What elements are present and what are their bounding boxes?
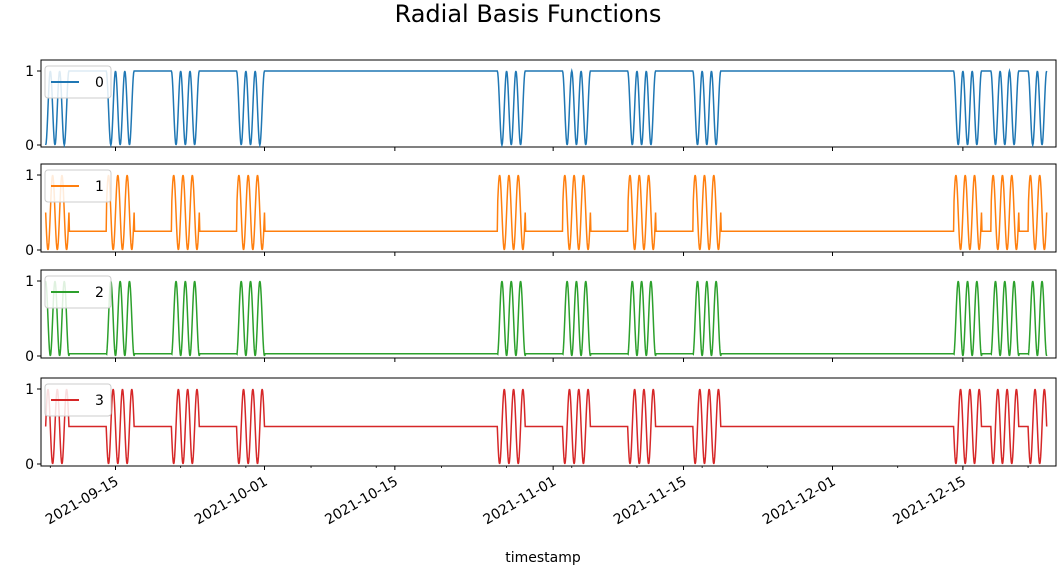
series-line-2 <box>44 280 1048 357</box>
subplot-0: 0 1 0 <box>25 59 1057 154</box>
legend-label: 2 <box>95 285 104 301</box>
series-line-0 <box>44 68 1048 148</box>
legend-label: 1 <box>95 179 104 195</box>
y-tick-label: 0 <box>25 243 34 259</box>
legend-2: 2 <box>44 275 112 309</box>
chart-title: Radial Basis Functions <box>395 0 662 28</box>
subplot-frame <box>40 377 1057 467</box>
y-tick-label: 1 <box>25 382 34 398</box>
subplot-2: 0 1 2 <box>25 269 1057 365</box>
series-line-1 <box>44 174 1048 251</box>
subplot-panels: 0 1 0 0 1 1 0 1 2 0 1 3 <box>25 59 1057 473</box>
x-tick-label: 2021-11-15 <box>611 474 689 529</box>
y-tick-label: 1 <box>25 64 34 80</box>
x-tick-label: 2021-12-15 <box>890 474 968 529</box>
legend-0: 0 <box>44 65 112 99</box>
y-tick-label: 0 <box>25 138 34 154</box>
subplot-3: 0 1 3 <box>25 377 1057 473</box>
legend-1: 1 <box>44 169 112 203</box>
x-axis-label: timestamp <box>505 550 581 566</box>
y-tick-label: 1 <box>25 274 34 290</box>
x-tick-label: 2021-10-01 <box>192 474 270 529</box>
subplot-frame <box>40 163 1057 253</box>
legend-label: 0 <box>95 75 104 91</box>
legend-label: 3 <box>95 393 104 409</box>
x-tick-label: 2021-10-15 <box>322 474 400 529</box>
x-tick-label: 2021-09-15 <box>43 474 121 529</box>
subplot-frame <box>40 59 1057 148</box>
x-axis-ticks: 2021-09-15 2021-10-01 2021-10-15 2021-11-01… <box>43 466 1029 529</box>
x-tick-label: 2021-11-01 <box>481 474 559 529</box>
series-line-3 <box>44 388 1048 465</box>
y-tick-label: 0 <box>25 457 34 473</box>
subplot-1: 0 1 1 <box>25 163 1057 259</box>
y-tick-label: 0 <box>25 349 34 365</box>
subplot-frame <box>40 269 1057 359</box>
x-tick-label: 2021-12-01 <box>760 474 838 529</box>
y-tick-label: 1 <box>25 168 34 184</box>
legend-3: 3 <box>44 383 112 417</box>
